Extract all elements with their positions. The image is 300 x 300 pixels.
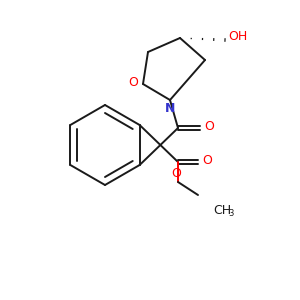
Text: CH: CH <box>213 203 231 217</box>
Text: 3: 3 <box>228 208 233 217</box>
Text: O: O <box>171 167 181 180</box>
Text: O: O <box>128 76 138 89</box>
Text: N: N <box>165 102 175 115</box>
Text: O: O <box>202 154 212 167</box>
Text: O: O <box>204 121 214 134</box>
Text: OH: OH <box>228 31 247 44</box>
